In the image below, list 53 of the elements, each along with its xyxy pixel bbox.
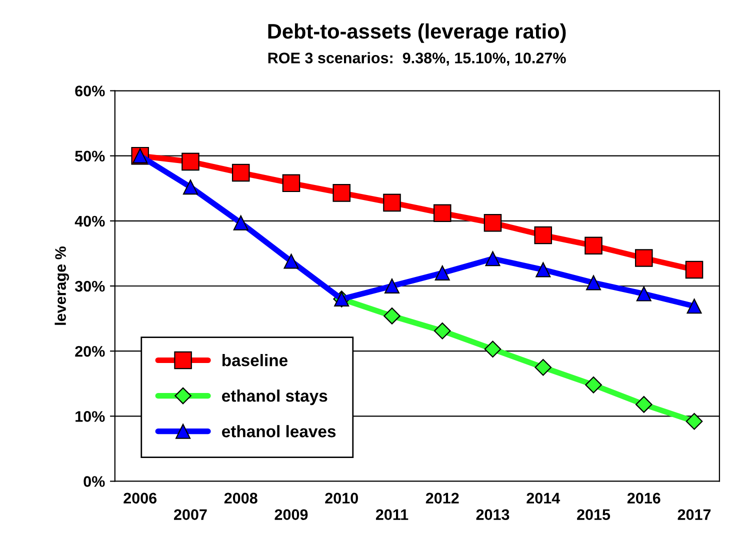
point <box>636 286 652 302</box>
x-tick-label: 2013 <box>476 509 510 520</box>
point <box>635 396 652 413</box>
point <box>182 180 198 195</box>
point <box>232 164 250 182</box>
chart-subtitle: ROE 3 scenarios: 9.38%, 15.10%, 10.27% <box>268 52 566 66</box>
point <box>434 322 451 340</box>
y-tick-label: 40% <box>74 216 105 227</box>
y-tick-label: 60% <box>75 86 105 96</box>
x-tick-label: 2010 <box>325 492 358 504</box>
y-tick-label: 20% <box>75 346 105 357</box>
x-tick-label: 2007 <box>174 509 207 520</box>
point <box>534 358 552 376</box>
point <box>686 412 703 430</box>
point <box>534 226 552 244</box>
point <box>233 215 248 230</box>
chart-title: Debt-to-assets (leverage ratio) <box>268 23 566 43</box>
legend-label: ethanol stays <box>222 390 328 406</box>
x-tick-label: 2008 <box>224 492 258 504</box>
point <box>284 254 299 269</box>
point <box>434 265 450 280</box>
point <box>686 298 702 314</box>
x-tick-label: 2017 <box>678 509 711 520</box>
y-tick-label: 10% <box>76 411 105 422</box>
point <box>635 249 653 267</box>
y-tick-label: 50% <box>75 150 105 162</box>
x-tick-label: 2011 <box>376 509 408 520</box>
y-tick-label: 30% <box>74 280 105 292</box>
x-tick-label: 2006 <box>124 492 157 504</box>
legend-label: baseline <box>222 354 288 366</box>
point <box>586 275 602 290</box>
point <box>484 340 502 358</box>
point <box>182 152 200 171</box>
point <box>584 236 602 255</box>
point <box>433 204 452 222</box>
point <box>282 174 300 192</box>
point <box>585 376 602 394</box>
y-axis-title: leverage % <box>54 246 70 325</box>
x-tick-label: 2014 <box>526 492 560 504</box>
x-tick-label: 2012 <box>426 492 459 504</box>
point <box>383 194 401 212</box>
y-tick-label: 0% <box>84 476 105 487</box>
point <box>384 308 400 324</box>
x-tick-label: 2009 <box>274 509 308 520</box>
legend-label: ethanol leaves <box>222 425 336 438</box>
x-tick-label: 2016 <box>627 492 660 504</box>
point <box>536 262 551 278</box>
point <box>484 214 502 232</box>
point <box>384 278 400 294</box>
point <box>685 260 704 279</box>
point <box>332 184 350 202</box>
x-tick-label: 2015 <box>577 509 610 520</box>
point <box>485 251 500 266</box>
